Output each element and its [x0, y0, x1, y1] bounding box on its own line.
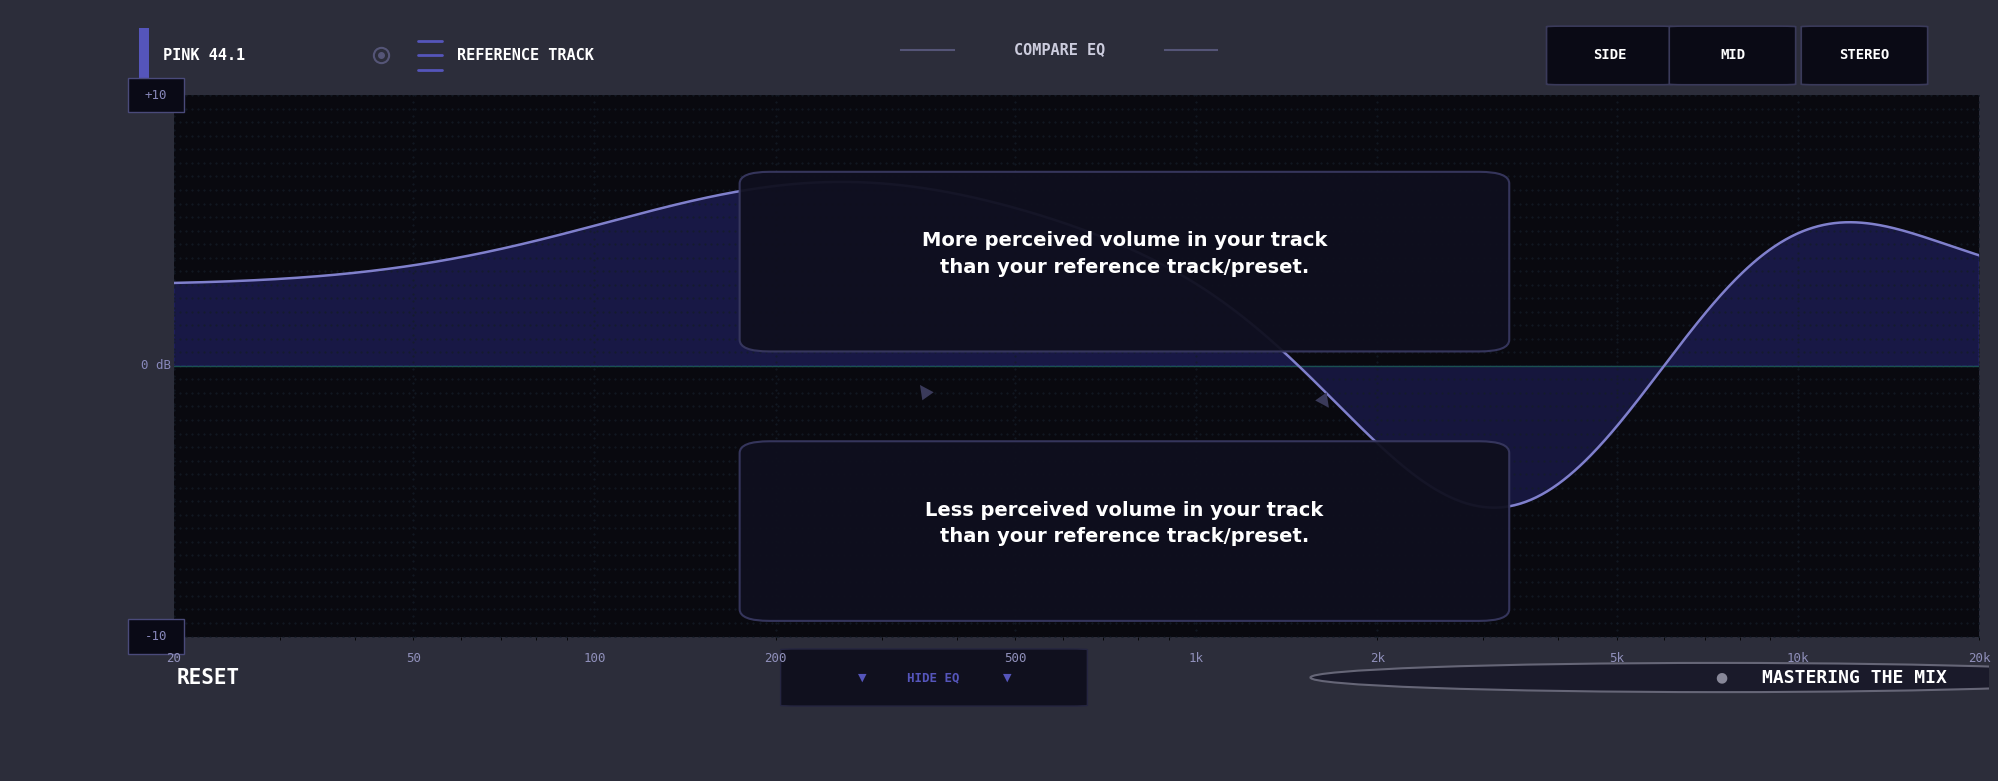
Text: 1k: 1k: [1189, 652, 1203, 665]
Text: ▼: ▼: [857, 672, 867, 683]
Text: COMPARE EQ: COMPARE EQ: [1013, 42, 1105, 57]
Text: ●: ●: [1714, 671, 1726, 684]
FancyBboxPatch shape: [128, 619, 184, 654]
Text: MASTERING THE MIX: MASTERING THE MIX: [1762, 669, 1946, 686]
FancyBboxPatch shape: [1546, 26, 1672, 85]
Text: +10: +10: [144, 89, 168, 102]
Text: 50: 50: [406, 652, 422, 665]
Text: 200: 200: [763, 652, 787, 665]
Text: STEREO: STEREO: [1838, 48, 1888, 62]
Text: 500: 500: [1003, 652, 1025, 665]
Text: More perceived volume in your track
than your reference track/preset.: More perceived volume in your track than…: [921, 231, 1327, 276]
Text: 20k: 20k: [1966, 652, 1990, 665]
FancyBboxPatch shape: [128, 78, 184, 112]
FancyBboxPatch shape: [779, 649, 1087, 706]
Text: 5k: 5k: [1608, 652, 1624, 665]
Text: 2k: 2k: [1369, 652, 1385, 665]
Text: PINK 44.1: PINK 44.1: [164, 48, 246, 63]
FancyBboxPatch shape: [739, 441, 1508, 621]
Text: 10k: 10k: [1786, 652, 1808, 665]
Text: MID: MID: [1718, 48, 1744, 62]
Text: HIDE EQ: HIDE EQ: [907, 671, 959, 684]
Circle shape: [1311, 663, 1998, 692]
Text: RESET: RESET: [176, 668, 240, 687]
Text: REFERENCE TRACK: REFERENCE TRACK: [458, 48, 593, 63]
Text: -10: -10: [144, 630, 168, 643]
Text: SIDE: SIDE: [1592, 48, 1626, 62]
FancyBboxPatch shape: [739, 172, 1508, 351]
Text: 0 dB: 0 dB: [140, 359, 172, 373]
Text: 100: 100: [583, 652, 605, 665]
Text: Less perceived volume in your track
than your reference track/preset.: Less perceived volume in your track than…: [925, 501, 1323, 546]
FancyBboxPatch shape: [1668, 26, 1794, 85]
Text: ▼: ▼: [1003, 672, 1011, 683]
FancyBboxPatch shape: [1800, 26, 1926, 85]
FancyBboxPatch shape: [140, 28, 148, 83]
Text: 20: 20: [166, 652, 182, 665]
